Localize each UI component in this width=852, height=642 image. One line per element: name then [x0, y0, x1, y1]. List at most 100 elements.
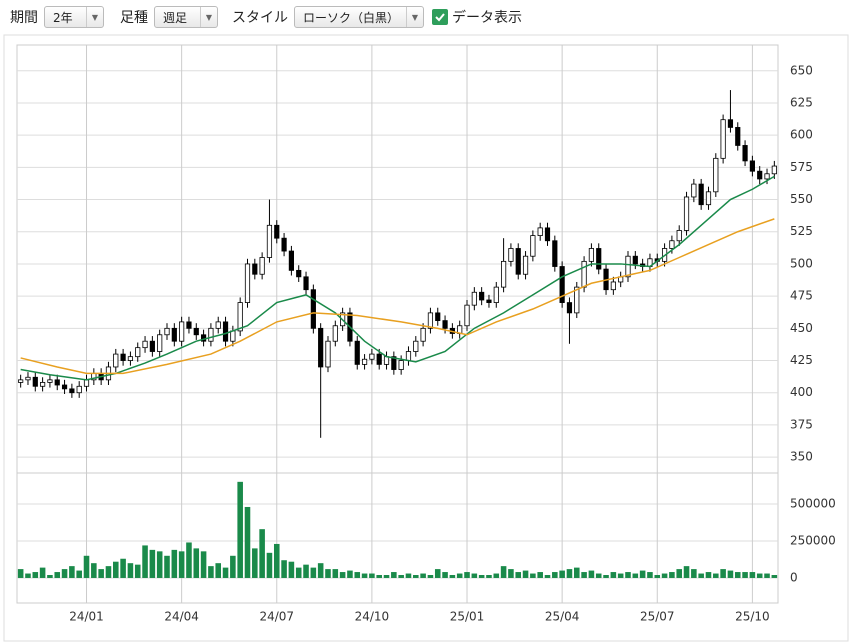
volume-bar [25, 573, 31, 578]
moving-average-line [20, 218, 775, 375]
candle-body [164, 327, 170, 336]
volume-bar [200, 551, 207, 578]
volume-bar [354, 572, 361, 578]
volume-bar [178, 551, 185, 578]
candle-body [222, 321, 229, 342]
candle-body [61, 384, 68, 390]
candle-body [288, 250, 294, 271]
volume-bar [83, 555, 90, 578]
y-tick-label: 550 [790, 192, 813, 206]
moving-average-line [20, 175, 775, 381]
candle-body [735, 127, 741, 146]
volume-bar [164, 555, 170, 578]
style-select[interactable]: ローソク（白黒） ▼ [294, 6, 424, 28]
volume-bar [559, 570, 565, 578]
volume-bar [734, 572, 741, 578]
volume-bar [230, 555, 236, 578]
volume-bar [522, 570, 529, 578]
dropdown-arrow: ▼ [86, 7, 103, 27]
candle-body [193, 327, 199, 336]
volume-bar [749, 572, 756, 578]
volume-bar [486, 575, 492, 578]
y-tick-label: 425 [790, 353, 813, 367]
volume-bar [215, 563, 222, 578]
volume-bar [325, 569, 331, 578]
candle-body [47, 379, 53, 383]
candle-body [508, 248, 514, 262]
candle-body [281, 237, 287, 252]
volume-bar [727, 570, 734, 578]
volume-bar [369, 573, 375, 578]
period-select[interactable]: 2年 ▼ [44, 6, 104, 28]
candle-body [713, 157, 719, 193]
volume-bar [595, 573, 602, 578]
y-tick-label: 400 [790, 385, 813, 399]
volume-tick-label: 500000 [790, 497, 836, 511]
volume-bar [639, 570, 646, 578]
volume-bar [171, 549, 178, 578]
candle-body [479, 291, 485, 301]
toolbar: 期間 2年 ▼ 足種 週足 ▼ スタイル ローソク（白黒） ▼ データ表示 [0, 0, 852, 34]
x-tick-label: 24/07 [259, 610, 294, 624]
volume-bar [47, 575, 53, 578]
candle-body [493, 286, 499, 303]
volume-bar [771, 575, 778, 578]
volume-bar [76, 570, 82, 578]
volume-bar [61, 569, 68, 578]
volume-bar [434, 569, 441, 578]
candle-body [669, 240, 675, 249]
candle-body [18, 379, 24, 383]
candle-body [530, 235, 536, 257]
candle-body [464, 304, 470, 327]
bar-value: 週足 [163, 10, 188, 25]
candle-body [588, 248, 595, 262]
candle-body [252, 263, 258, 275]
candle-body [40, 382, 46, 387]
volume-bar [647, 572, 653, 578]
x-tick-label: 24/04 [164, 610, 199, 624]
volume-bar [376, 575, 382, 578]
x-tick-label: 24/01 [69, 610, 104, 624]
candle-body [383, 356, 390, 365]
volume-bar [98, 569, 104, 578]
volume-bar [617, 573, 624, 578]
candle-body [361, 358, 368, 365]
volume-bar [317, 563, 324, 578]
volume-bar [347, 570, 353, 578]
candle-body [325, 340, 331, 368]
candle-body [515, 248, 521, 275]
volume-bar [156, 551, 163, 578]
volume-bar [259, 529, 265, 578]
candle-body [405, 351, 412, 361]
volume-bar [420, 573, 426, 578]
x-tick-label: 25/07 [640, 610, 675, 624]
candle-body [537, 227, 543, 237]
candle-body [113, 353, 119, 368]
volume-bar [456, 573, 463, 578]
y-tick-label: 475 [790, 289, 813, 303]
volume-bar [149, 549, 156, 578]
candle-body [471, 291, 477, 306]
volume-bar [530, 573, 536, 578]
volume-bar [756, 573, 763, 578]
candle-body [54, 379, 60, 386]
bar-select[interactable]: 週足 ▼ [154, 6, 218, 28]
volume-bar [186, 542, 192, 578]
show-data-checkbox[interactable] [432, 9, 448, 25]
volume-bar [669, 572, 675, 578]
bar-label: 足種 [120, 10, 148, 26]
candle-body [303, 276, 309, 291]
candle-body [581, 260, 587, 288]
candle-body [310, 289, 316, 329]
volume-bar [588, 570, 595, 578]
candle-body [574, 286, 580, 314]
candle-body [749, 160, 755, 172]
volume-bar [442, 572, 448, 578]
volume-bar [573, 567, 580, 578]
volume-bar [566, 569, 573, 578]
candle-body [244, 263, 251, 303]
candle-body [354, 340, 360, 365]
period-value: 2年 [53, 10, 73, 25]
volume-bar [471, 573, 478, 578]
